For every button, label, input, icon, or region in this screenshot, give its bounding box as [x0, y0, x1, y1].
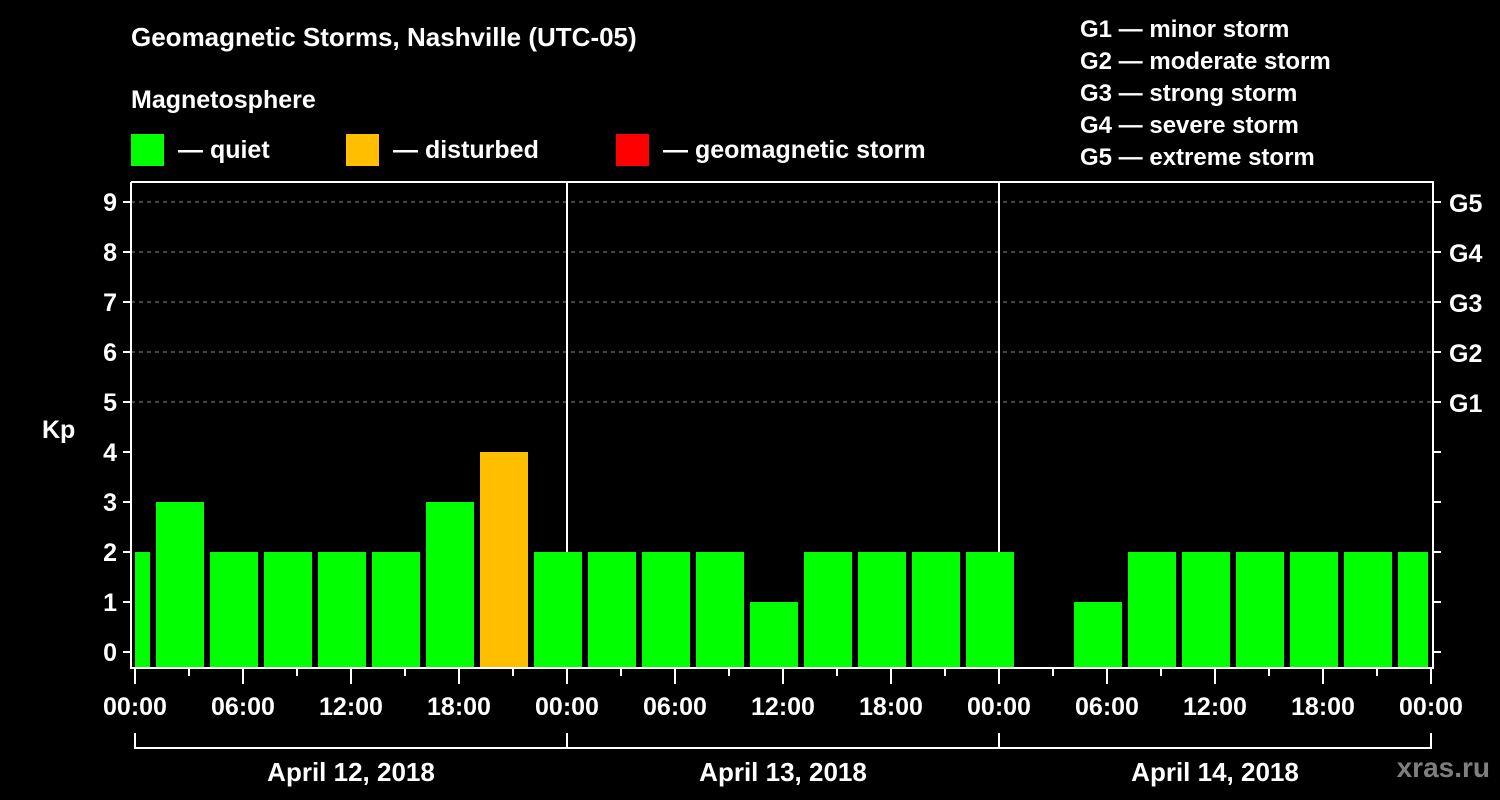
x-tick-label: 18:00: [1291, 693, 1355, 721]
legend-storm-label: — geomagnetic storm: [663, 135, 926, 164]
y-tick-label: 9: [103, 189, 117, 217]
kp-bar: [1236, 552, 1284, 667]
x-tick-label: 18:00: [427, 693, 491, 721]
kp-bar: [696, 552, 744, 667]
x-tick-label: 12:00: [1183, 693, 1247, 721]
kp-bar: [858, 552, 906, 667]
y-tick-label: 8: [103, 239, 117, 267]
chart-subtitle: Magnetosphere: [131, 86, 316, 114]
kp-bar: [135, 552, 150, 667]
day-bracket: [566, 733, 1000, 749]
y-tick-label: 6: [103, 339, 117, 367]
legend-storm: — geomagnetic storm: [616, 134, 926, 166]
kp-bar: [534, 552, 582, 667]
kp-bar: [318, 552, 366, 667]
x-tick-label: 00:00: [1399, 693, 1463, 721]
kp-bar: [156, 502, 204, 667]
kp-bar: [912, 552, 960, 667]
g-level-label: G3: [1449, 290, 1482, 318]
storm-swatch: [616, 134, 649, 166]
g-level-label: G1: [1449, 390, 1482, 418]
y-tick-label: 1: [103, 589, 117, 617]
g1-legend: G1 — minor storm: [1080, 16, 1290, 43]
kp-bar: [750, 602, 798, 667]
g3-legend: G3 — strong storm: [1080, 80, 1298, 107]
kp-bar: [1398, 552, 1428, 667]
watermark: xras.ru: [1396, 752, 1490, 783]
kp-bar: [1290, 552, 1338, 667]
kp-bar: [372, 552, 420, 667]
g-level-label: G2: [1449, 340, 1482, 368]
kp-bar: [1182, 552, 1230, 667]
y-tick-label: 0: [103, 639, 117, 667]
x-tick-label: 12:00: [319, 693, 383, 721]
day-bracket: [134, 733, 568, 749]
kp-bar: [642, 552, 690, 667]
y-tick-label: 2: [103, 539, 117, 567]
disturbed-swatch: [346, 134, 379, 166]
g5-legend: G5 — extreme storm: [1080, 144, 1315, 171]
day-label: April 12, 2018: [267, 757, 435, 787]
quiet-swatch: [131, 134, 164, 166]
plot-frame: [130, 181, 1434, 669]
kp-bar: [1128, 552, 1176, 667]
kp-bar: [480, 452, 528, 667]
day-label: April 13, 2018: [699, 757, 867, 787]
day-label: April 14, 2018: [1131, 757, 1299, 787]
kp-bar: [588, 552, 636, 667]
g-scale-legend: G1 — minor storm G2 — moderate storm G3 …: [1080, 14, 1331, 174]
legend-disturbed: — disturbed: [346, 134, 539, 166]
legend-quiet-label: — quiet: [178, 135, 270, 164]
x-tick-label: 06:00: [211, 693, 275, 721]
x-tick-label: 06:00: [643, 693, 707, 721]
x-tick-label: 12:00: [751, 693, 815, 721]
legend-quiet: — quiet: [131, 134, 270, 166]
kp-bar: [1074, 602, 1122, 667]
y-tick-label: 3: [103, 489, 117, 517]
kp-bar: [804, 552, 852, 667]
g4-legend: G4 — severe storm: [1080, 112, 1299, 139]
x-tick-label: 00:00: [103, 693, 167, 721]
kp-bar: [426, 502, 474, 667]
g-level-label: G5: [1449, 190, 1482, 218]
y-axis-label: Kp: [42, 416, 75, 444]
g2-legend: G2 — moderate storm: [1080, 48, 1331, 75]
kp-bar: [966, 552, 1014, 667]
kp-bar: [264, 552, 312, 667]
y-tick-label: 5: [103, 389, 117, 417]
x-tick-label: 00:00: [535, 693, 599, 721]
chart-title: Geomagnetic Storms, Nashville (UTC-05): [131, 22, 637, 52]
y-tick-label: 4: [103, 439, 117, 467]
x-tick-label: 06:00: [1075, 693, 1139, 721]
x-tick-label: 18:00: [859, 693, 923, 721]
day-bracket: [998, 733, 1432, 749]
kp-bar: [210, 552, 258, 667]
g-level-label: G4: [1449, 240, 1482, 268]
legend-disturbed-label: — disturbed: [393, 135, 539, 164]
kp-bar: [1344, 552, 1392, 667]
x-tick-label: 00:00: [967, 693, 1031, 721]
y-tick-label: 7: [103, 289, 117, 317]
